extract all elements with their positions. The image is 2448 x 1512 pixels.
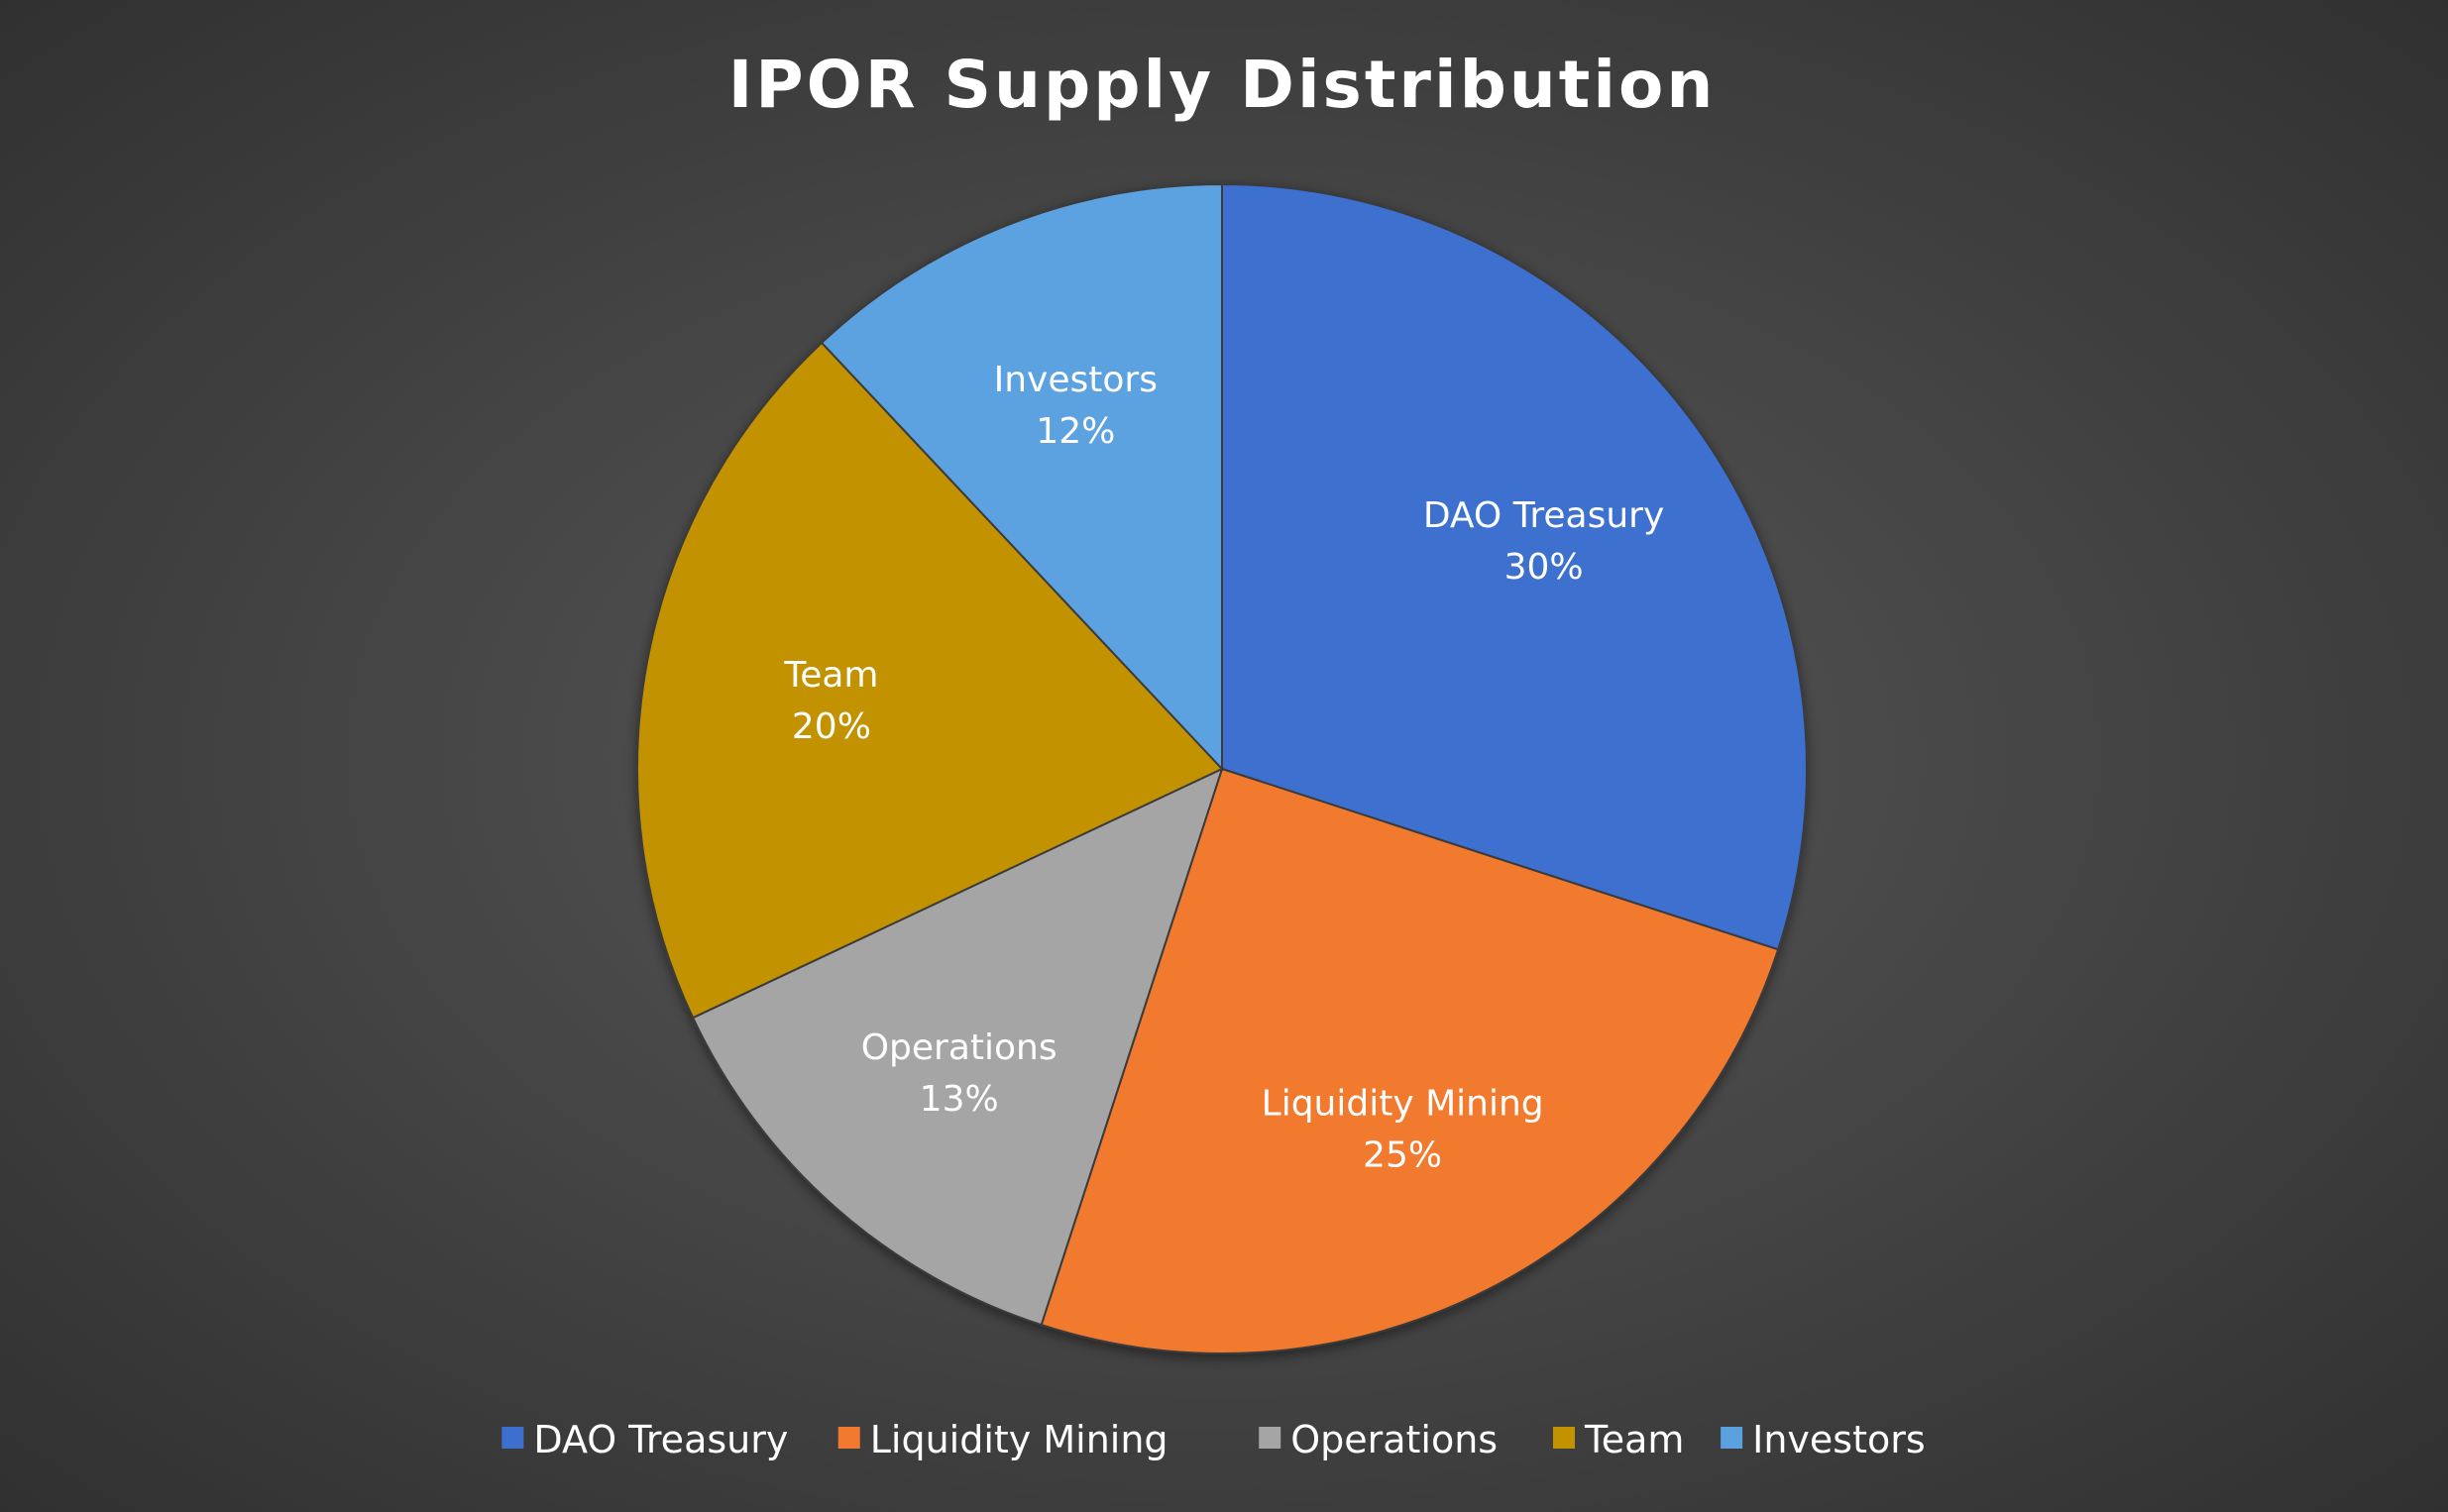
slice-labels: DAO Treasury 30% Liquidity Mining 25% Operat… [783, 360, 1664, 1175]
legend-label-operations: Operations [1290, 1418, 1498, 1461]
slice-label-team: Team [783, 655, 878, 696]
slice-label-operations: Operations [861, 1027, 1057, 1068]
legend-swatch-operations [1259, 1427, 1281, 1449]
legend-label-dao-treasury: DAO Treasury [533, 1418, 788, 1461]
slice-label-liquidity-mining: Liquidity Mining [1262, 1083, 1544, 1124]
pie-slice-dao-treasury [1221, 182, 1808, 951]
chart-title: IPOR Supply Distribution [728, 47, 1717, 123]
slice-value-team: 20% [792, 706, 871, 747]
pie-slice-operations [691, 767, 1224, 1327]
legend-label-investors: Investors [1752, 1418, 1926, 1461]
legend-label-team: Team [1584, 1418, 1684, 1461]
legend-swatch-investors [1721, 1427, 1743, 1449]
slice-value-liquidity-mining: 25% [1363, 1134, 1442, 1175]
slice-value-operations: 13% [920, 1079, 999, 1120]
slice-label-dao-treasury: DAO Treasury [1423, 495, 1664, 536]
legend-swatch-liquidity-mining [837, 1427, 860, 1449]
legend: DAO Treasury Liquidity Mining Operations Te… [501, 1418, 1926, 1461]
slice-value-dao-treasury: 30% [1504, 547, 1584, 588]
pie-slice-liquidity-mining [1040, 767, 1780, 1354]
pie-slices [636, 182, 1808, 1354]
slice-value-investors: 12% [1036, 411, 1115, 452]
pie-slice-investors [820, 182, 1223, 772]
legend-swatch-dao-treasury [501, 1427, 524, 1449]
legend-label-liquidity-mining: Liquidity Mining [870, 1418, 1168, 1461]
pie-slice-team [636, 341, 1224, 1020]
slice-label-investors: Investors [994, 360, 1158, 400]
legend-swatch-team [1553, 1427, 1575, 1449]
